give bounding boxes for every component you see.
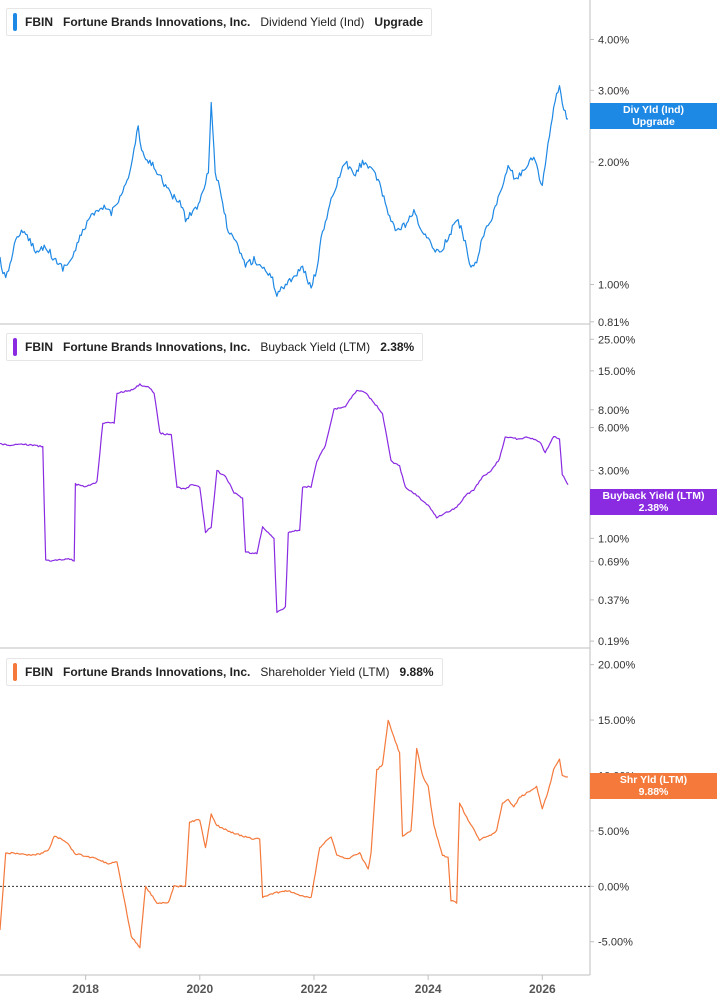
legend-value: 9.88% bbox=[399, 665, 434, 679]
legend-value: 2.38% bbox=[380, 340, 415, 354]
y-tick-label: 1.00% bbox=[598, 280, 629, 292]
series-line bbox=[0, 383, 569, 613]
tag-value: Upgrade bbox=[632, 116, 675, 128]
y-tick-label: 6.00% bbox=[598, 423, 629, 435]
tag-label: Buyback Yield (LTM) bbox=[602, 490, 705, 502]
tag-label: Shr Yld (LTM) bbox=[619, 774, 688, 786]
y-tick-label: 0.69% bbox=[598, 556, 629, 568]
y-tick-label: 3.00% bbox=[598, 85, 629, 97]
y-tick-label: 0.81% bbox=[598, 317, 629, 329]
legend-swatch-buyback bbox=[13, 338, 17, 356]
legend-ticker: FBIN bbox=[25, 340, 53, 354]
tag-value: 2.38% bbox=[638, 502, 669, 514]
x-tick-label: 2018 bbox=[72, 982, 99, 996]
legend-ticker: FBIN bbox=[25, 665, 53, 679]
panel-dividend-yield: 4.00% 3.00% 2.00% 1.00% 0.81% bbox=[0, 0, 629, 329]
legend-company: Fortune Brands Innovations, Inc. bbox=[63, 340, 251, 354]
x-axis: 2018 2020 2022 2024 2026 bbox=[72, 975, 556, 996]
legend-metric: Buyback Yield (LTM) bbox=[260, 340, 371, 354]
panel-buyback-yield: 25.00%15.00%8.00%6.00%3.00%2.00%1.00%0.6… bbox=[0, 324, 636, 649]
panel-shareholder-yield: 20.00%15.00%10.00%5.00%0.00%-5.00% bbox=[0, 648, 636, 976]
y-tick-label: 1.00% bbox=[598, 533, 629, 545]
y-tick-label: 0.37% bbox=[598, 595, 629, 607]
legend-value[interactable]: Upgrade bbox=[374, 15, 424, 29]
y-tick-label: 0.00% bbox=[598, 881, 629, 893]
tag-label: Div Yld (Ind) bbox=[622, 104, 685, 116]
legend-metric: Dividend Yield (Ind) bbox=[260, 15, 365, 29]
y-tick-label: 8.00% bbox=[598, 405, 629, 417]
x-tick-label: 2026 bbox=[529, 982, 556, 996]
y-tick-label: 3.00% bbox=[598, 465, 629, 477]
legend-dividend-yield[interactable]: FBIN Fortune Brands Innovations, Inc. Di… bbox=[6, 8, 433, 36]
y-tick-label: 4.00% bbox=[598, 34, 629, 46]
last-value-tag-dividend: Div Yld (Ind) Upgrade bbox=[590, 103, 717, 129]
legend-swatch-dividend bbox=[13, 13, 17, 31]
y-tick-label: -5.00% bbox=[598, 937, 633, 949]
legend-company: Fortune Brands Innovations, Inc. bbox=[63, 665, 251, 679]
x-tick-label: 2022 bbox=[301, 982, 328, 996]
last-value-tag-shareholder: Shr Yld (LTM) 9.88% bbox=[590, 773, 717, 799]
y-tick-label: 2.00% bbox=[598, 157, 629, 169]
legend-ticker: FBIN bbox=[25, 15, 53, 29]
y-tick-label: 15.00% bbox=[598, 366, 636, 378]
tag-value: 9.88% bbox=[638, 786, 669, 798]
y-tick-label: 5.00% bbox=[598, 826, 629, 838]
x-tick-label: 2020 bbox=[186, 982, 213, 996]
legend-buyback-yield[interactable]: FBIN Fortune Brands Innovations, Inc. Bu… bbox=[6, 333, 424, 361]
x-tick-label: 2024 bbox=[415, 982, 442, 996]
legend-company: Fortune Brands Innovations, Inc. bbox=[63, 15, 251, 29]
legend-shareholder-yield[interactable]: FBIN Fortune Brands Innovations, Inc. Sh… bbox=[6, 658, 443, 686]
y-tick-label: 15.00% bbox=[598, 715, 636, 727]
y-tick-label: 20.00% bbox=[598, 660, 636, 672]
y-tick-label: 25.00% bbox=[598, 334, 636, 346]
last-value-tag-buyback: Buyback Yield (LTM) 2.38% bbox=[590, 489, 717, 515]
series-line bbox=[0, 719, 569, 949]
legend-metric: Shareholder Yield (LTM) bbox=[260, 665, 390, 679]
y-tick-label: 0.19% bbox=[598, 636, 629, 648]
legend-swatch-shareholder bbox=[13, 663, 17, 681]
series-line bbox=[0, 85, 569, 297]
